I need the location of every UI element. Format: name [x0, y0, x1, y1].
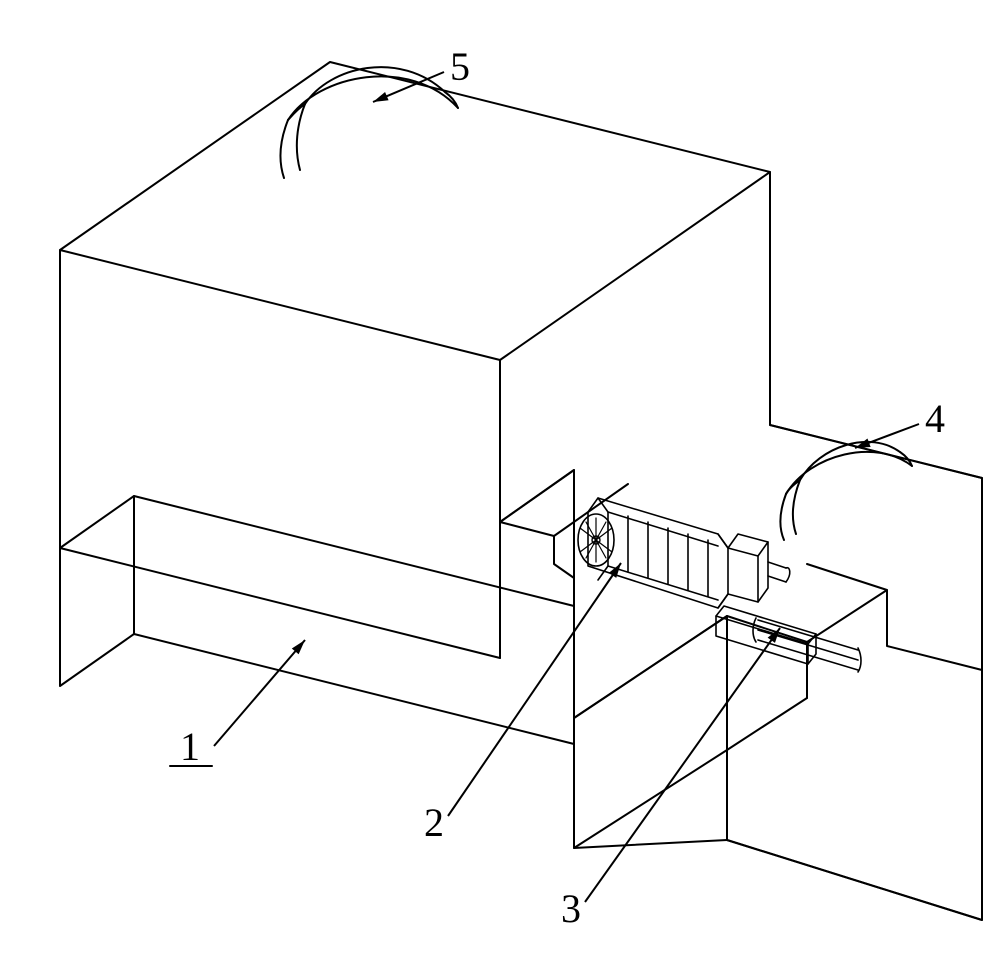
housing-outline: [60, 62, 982, 920]
callout-label-3: 3: [561, 886, 581, 931]
pipe-right: [780, 442, 912, 540]
motor-assembly: [578, 498, 861, 672]
callout-label-1: 1: [180, 724, 200, 769]
leader-line-1: [214, 640, 305, 746]
leader-line-3: [585, 628, 780, 902]
leader-line-2: [448, 563, 621, 816]
callout-labels: 1 2 3 4 5: [170, 44, 945, 931]
callout-label-5: 5: [450, 44, 470, 89]
callout-label-2: 2: [424, 800, 444, 845]
pipe-top: [281, 67, 458, 178]
callout-label-4: 4: [925, 396, 945, 441]
